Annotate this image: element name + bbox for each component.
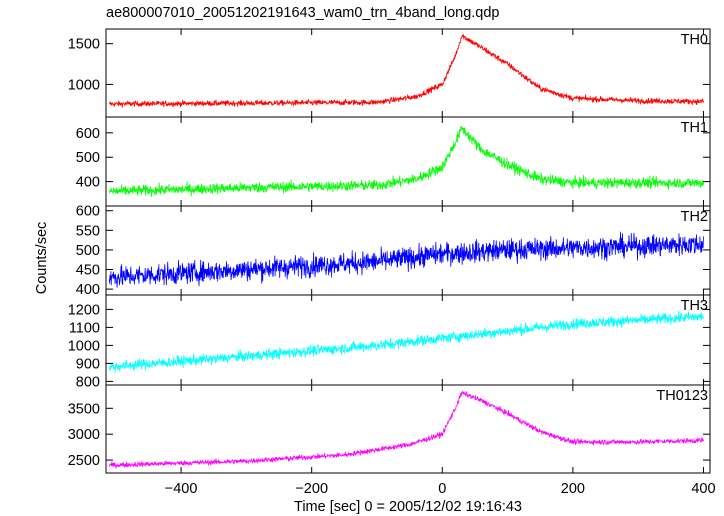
series-label: TH0123: [656, 388, 708, 404]
y-tick-label: 1000: [68, 77, 100, 93]
series-label: TH0: [681, 32, 708, 48]
panel-frame: [105, 384, 711, 474]
x-tick-label: 400: [691, 481, 715, 497]
series-th1: [108, 125, 704, 197]
panel-th3: 800 900 1000 1100 1200 TH3: [68, 294, 711, 390]
y-tick-label: 400: [76, 282, 100, 298]
series-label: TH1: [681, 120, 708, 136]
panel-th1: 400 500 600 TH1: [76, 116, 711, 207]
y-axis-label: Counts/sec: [34, 222, 50, 295]
x-tick-label: 200: [561, 481, 585, 497]
y-tick-label: 900: [76, 356, 100, 372]
series-th2: [108, 231, 704, 288]
series-label: TH2: [681, 209, 708, 225]
x-axis-label: Time [sec] 0 = 2005/12/02 19:16:43: [294, 499, 522, 515]
y-tick-label: 1000: [68, 338, 100, 354]
panel-th2: 400 450 500 550 600 TH2: [76, 204, 711, 298]
y-tick-label: 1200: [68, 302, 100, 318]
series-th0123: [108, 390, 704, 469]
y-tick-label: 1100: [69, 320, 100, 336]
panel-th0123: 2500 3000 3500 TH0123: [68, 384, 711, 474]
y-tick-label: 600: [76, 204, 100, 220]
y-tick-label: 400: [76, 175, 100, 191]
panel-frame: [105, 205, 711, 296]
chart-panels: 1000 1500 TH0 400 500 600 TH1 400 450 500 550 600 TH…: [68, 28, 716, 497]
y-tick-label: 3500: [68, 401, 100, 417]
y-tick-label: 550: [76, 223, 100, 239]
panel-frame: [105, 116, 711, 207]
y-tick-label: 800: [76, 374, 100, 390]
y-tick-label: 450: [76, 263, 100, 279]
y-tick-label: 3000: [68, 427, 100, 443]
y-tick-label: 500: [76, 243, 100, 259]
y-tick-label: 1500: [68, 37, 100, 53]
x-tick-label: 0: [438, 481, 446, 497]
y-tick-label: 500: [76, 150, 100, 166]
panel-th0: 1000 1500 TH0: [68, 28, 711, 118]
chart-title: ae800007010_20051202191643_wam0_trn_4ban…: [106, 5, 499, 21]
x-tick-label: −200: [295, 481, 328, 497]
y-tick-label: 600: [76, 126, 100, 142]
x-tick-label: −400: [165, 481, 198, 497]
series-th3: [108, 310, 704, 374]
y-tick-label: 2500: [68, 453, 100, 469]
series-label: TH3: [681, 298, 708, 314]
series-th0: [108, 33, 704, 108]
